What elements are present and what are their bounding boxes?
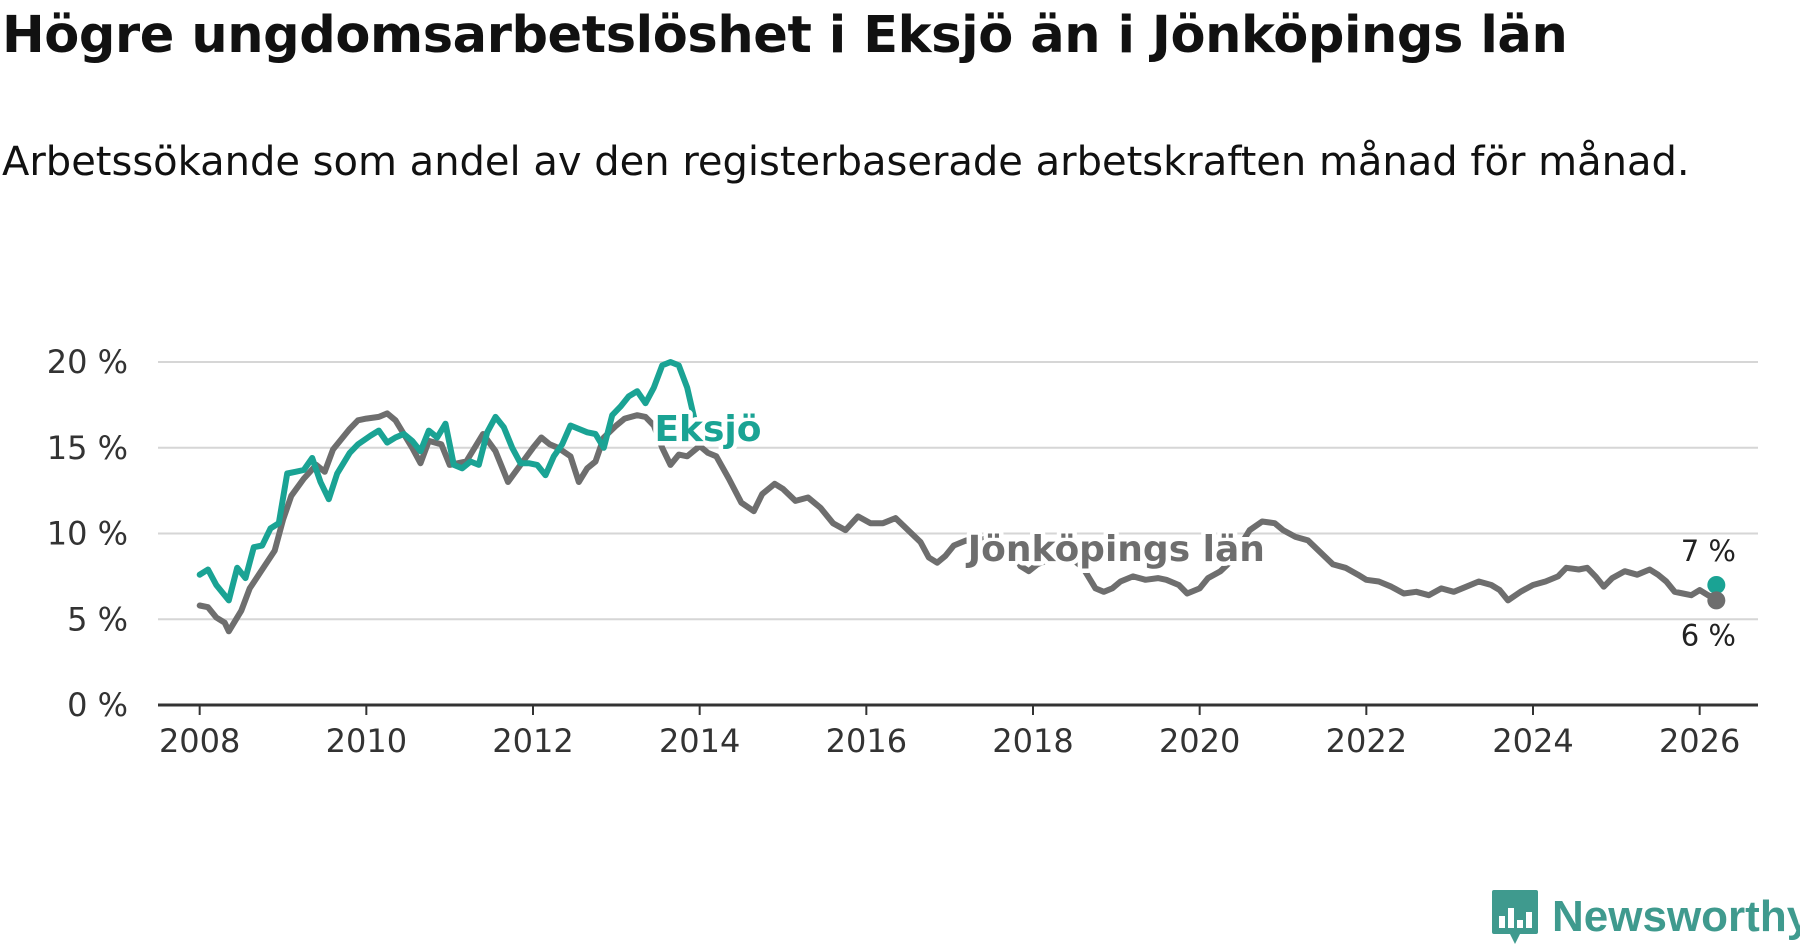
x-tick-label: 2016 [826, 722, 907, 760]
x-tick-label: 2008 [159, 722, 240, 760]
series-label-eksj-: Eksjö [654, 409, 761, 450]
y-tick-label: 0 % [67, 686, 128, 724]
brand-name: Newsworthy [1552, 892, 1800, 941]
x-tick-label: 2010 [326, 722, 407, 760]
end-value-label: 7 % [1681, 534, 1736, 568]
y-tick-label: 15 % [47, 429, 128, 467]
series-lines [196, 359, 1726, 635]
x-tick-label: 2024 [1492, 722, 1573, 760]
gridlines [158, 361, 1758, 621]
series-label-j-nk-pings-l-n: Jönköpings län [965, 529, 1265, 570]
newsworthy-logo-icon [1492, 890, 1538, 944]
series-line-j-nk-pings-l-n [196, 410, 1720, 635]
x-tick-label: 2026 [1659, 722, 1740, 760]
x-axis-ticks: 2008 2010 2012 2014 2016 2018 2020 2022 2024 2026 [158, 703, 1758, 760]
chart-title: Högre ungdomsarbetslöshet i Eksjö än i J… [2, 6, 1568, 65]
x-tick-label: 2012 [492, 722, 573, 760]
series-labels: 7 % 6 % Eksjö Jönköpings län [650, 404, 1736, 652]
y-axis-ticks: 0 % 5 % 10 % 15 % 20 % [47, 343, 128, 724]
end-value-label: 6 % [1681, 618, 1736, 652]
end-point-marker [1707, 591, 1726, 610]
x-tick-label: 2022 [1326, 722, 1407, 760]
x-tick-label: 2020 [1159, 722, 1240, 760]
end-point-marker [1707, 575, 1726, 594]
y-tick-label: 10 % [47, 515, 128, 553]
x-tick-label: 2014 [659, 722, 740, 760]
y-tick-label: 5 % [67, 600, 128, 638]
x-tick-label: 2018 [992, 722, 1073, 760]
chart-subtitle: Arbetssökande som andel av den registerb… [2, 139, 1690, 185]
series-line-eksj- [196, 359, 699, 604]
y-tick-label: 20 % [47, 343, 128, 381]
brand-logo: Newsworthy [1490, 888, 1800, 946]
